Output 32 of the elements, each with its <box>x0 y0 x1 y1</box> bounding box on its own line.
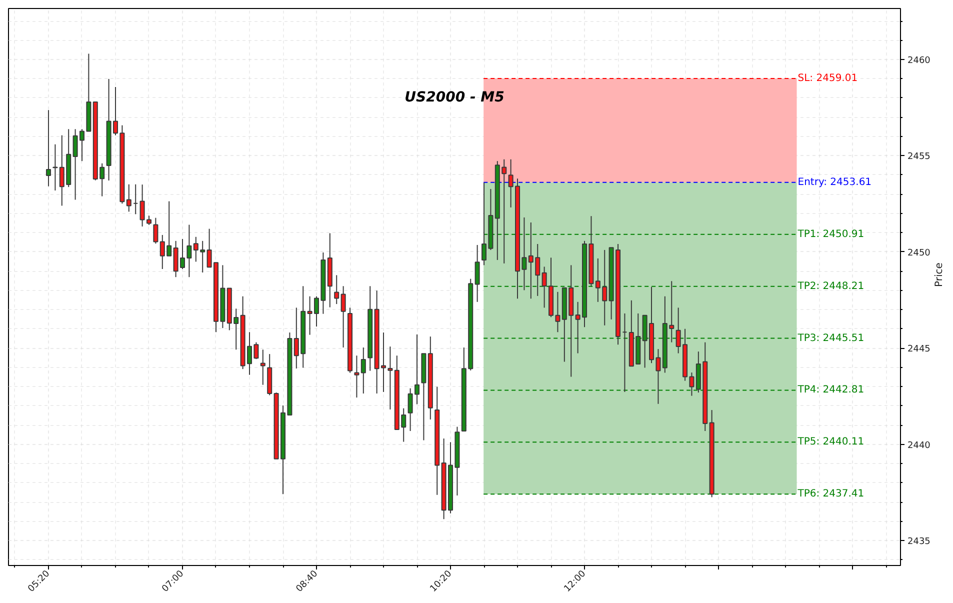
candlestick <box>354 355 360 398</box>
candlestick <box>388 346 393 410</box>
candlestick <box>542 266 547 308</box>
candlestick <box>555 291 560 333</box>
ref-line-label: Entry: 2453.61 <box>798 176 872 188</box>
candlestick <box>260 349 266 386</box>
candlestick <box>153 217 158 244</box>
ref-line-label: TP1: 2450.91 <box>796 228 864 240</box>
y-tick-label: 2455 <box>908 152 930 162</box>
ref-line-label: SL: 2459.01 <box>798 73 858 84</box>
ref-line-label: TP5: 2440.11 <box>796 436 864 448</box>
y-tick-label: 2450 <box>908 248 931 258</box>
candlestick <box>126 184 132 212</box>
candlestick <box>360 347 366 394</box>
candlestick <box>193 236 198 262</box>
y-tick-label: 2435 <box>908 536 930 547</box>
y-tick-label: 2440 <box>908 440 931 451</box>
ref-line-label: TP6: 2437.41 <box>796 488 864 500</box>
candlestick <box>186 224 192 278</box>
y-axis-title: Price <box>934 262 945 287</box>
candlestick <box>334 274 340 305</box>
y-tick-label: 2445 <box>908 344 930 355</box>
candlestick <box>52 144 58 192</box>
candlestick <box>200 240 206 273</box>
candlestick <box>474 244 480 302</box>
candlestick <box>46 110 51 187</box>
ref-line-label: TP4: 2442.81 <box>796 384 864 396</box>
ref-line-label: TP2: 2448.21 <box>796 280 864 292</box>
candlestick <box>340 286 346 348</box>
ref-line-label: TP3: 2445.51 <box>796 332 864 344</box>
text: US2000 - M5 <box>404 90 505 106</box>
y-tick-label: 2460 <box>908 56 931 66</box>
